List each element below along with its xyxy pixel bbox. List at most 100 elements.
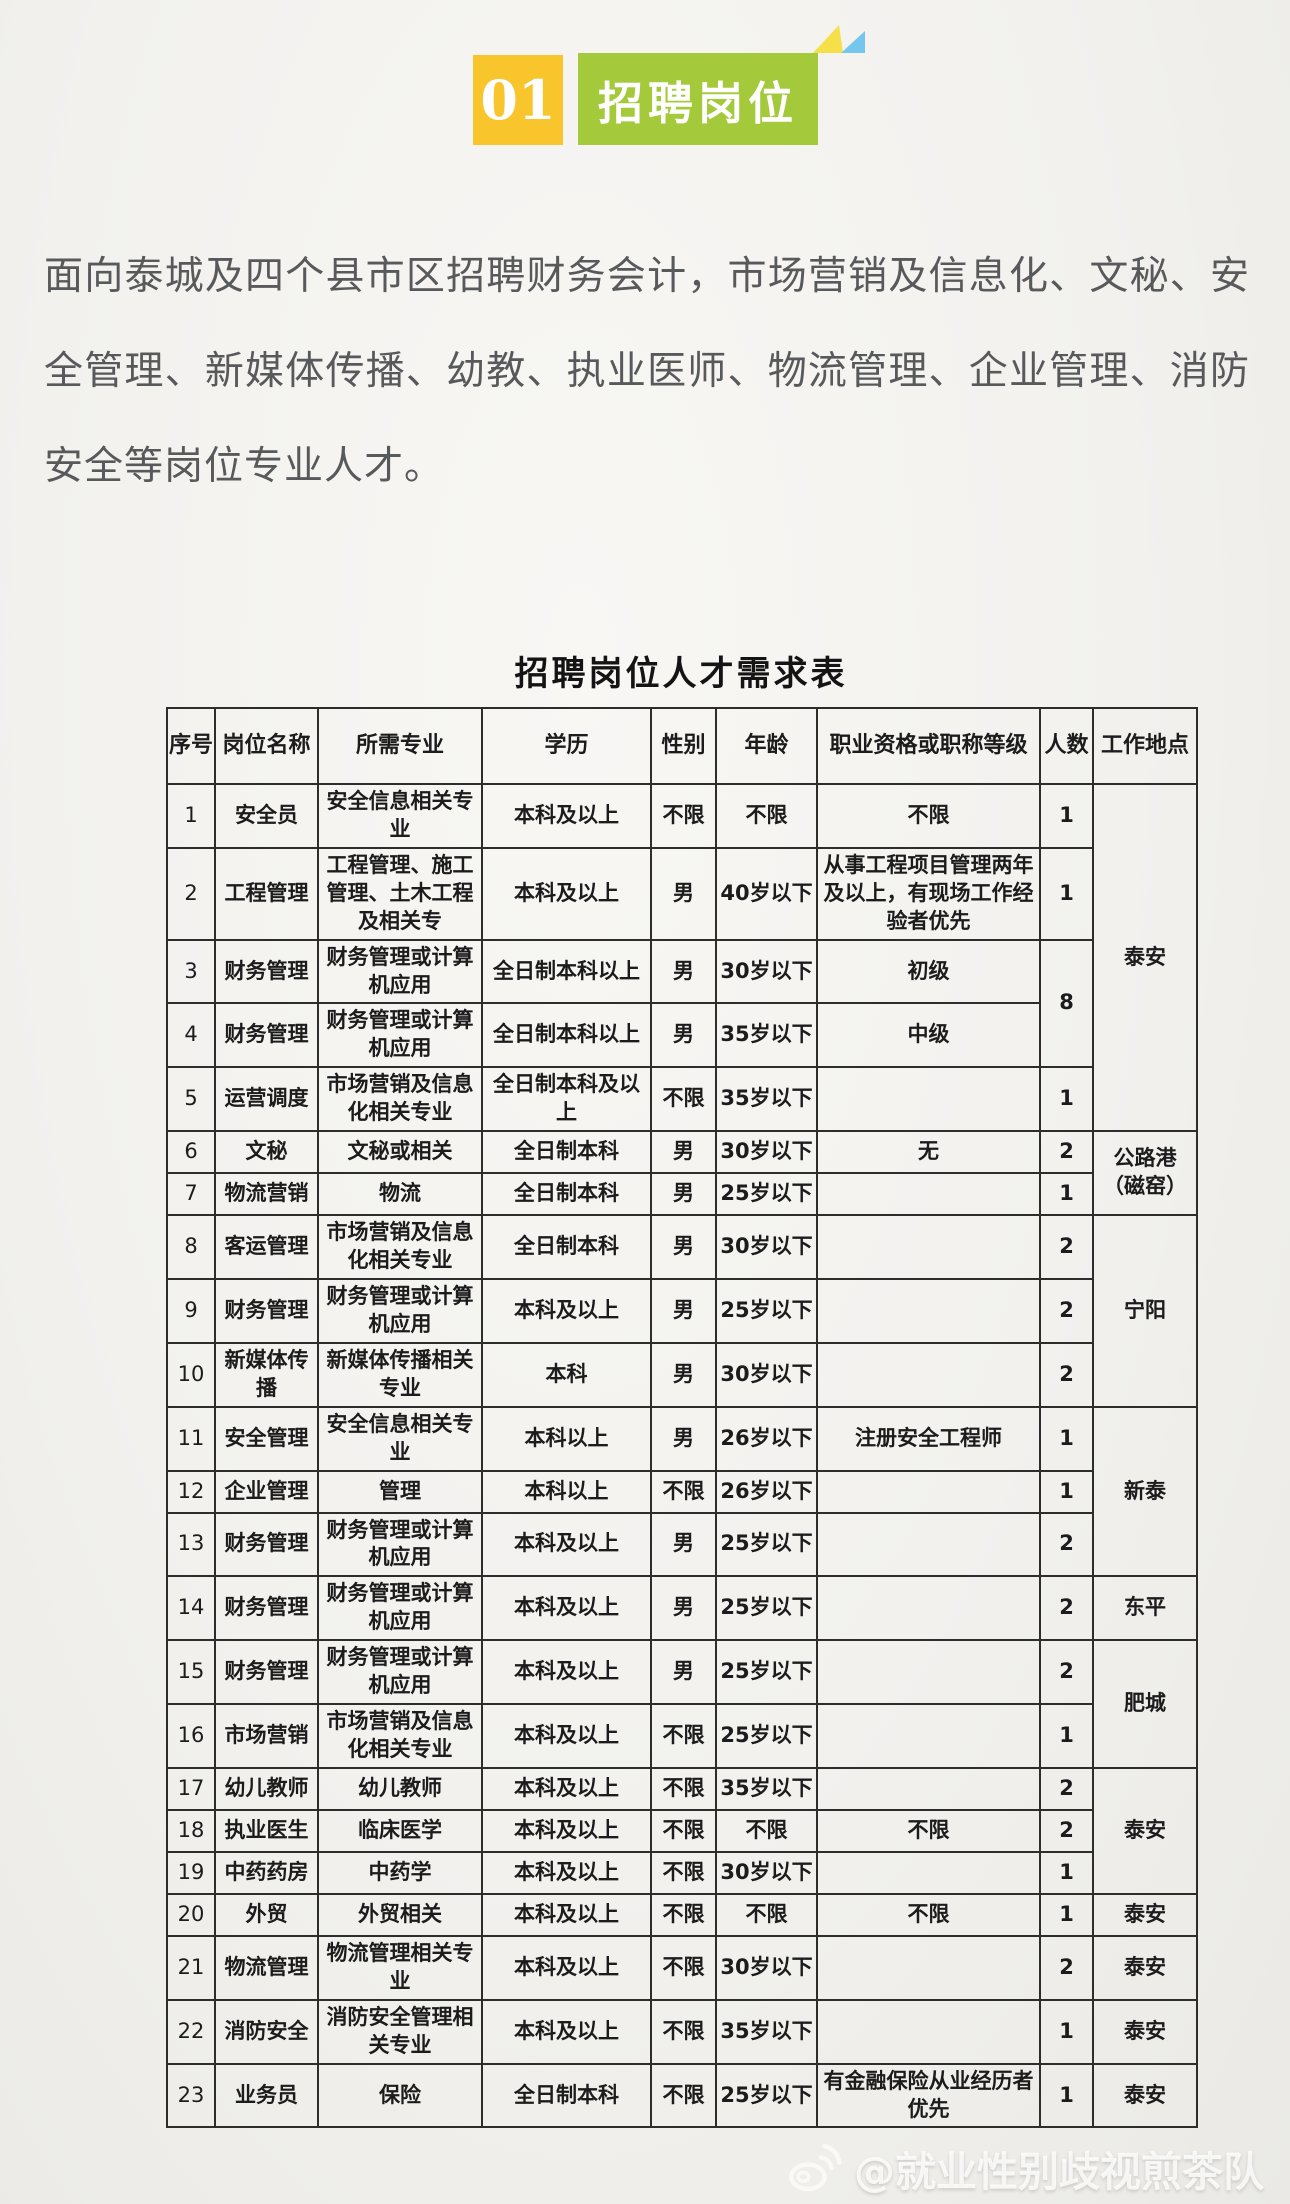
cell-job: 企业管理 [214,1469,319,1514]
cell-no: 9 [166,1277,216,1344]
table-row: 9 财务管理 财务管理或计算机应用 本科及以上男 25岁以下 2 [166,1277,1197,1344]
cell-no: 7 [166,1172,216,1217]
cell-no: 10 [166,1341,216,1408]
table-row: 21 物流管理 物流管理相关专业 本科及以上 不限 30岁以下 2 泰安 [166,1934,1198,2001]
cell-age: 30岁以下 [715,1934,818,2001]
cell-location: 泰安 [1092,782,1198,1133]
cell-degree: 本科及以上 [481,1639,652,1706]
cell-no: 21 [166,1934,216,2001]
cell-count: 2 [1039,1277,1094,1344]
cell-age: 30岁以下 [715,1850,818,1895]
cell-major: 新媒体传播相关专业 [317,1341,483,1408]
table-row: 19 中药药房 中药学 本科及以上 不限 30岁以下 1 [166,1850,1197,1895]
cell-age: 不限 [715,783,818,849]
cell-degree: 全日制本科 [481,1214,652,1280]
cell-location: 泰安 [1092,1766,1198,1895]
cell-count: 2 [1039,1766,1094,1811]
cell-major: 工程管理、施工管理、土木工程及相关专 [317,846,483,941]
section-number: 01 [480,68,556,132]
intro-paragraph: 面向泰城及四个县市区招聘财务会计，市场营销及信息化、文秘、安全管理、新媒体传播、… [44,254,1250,489]
table-row: 6 文秘 文秘或相关 全日制本科男 30岁以下无 2 公路港（磁窑） [166,1130,1198,1217]
cell-degree: 全日制本科 [481,2062,652,2129]
cell-major: 中药学 [317,1850,483,1895]
cell-no: 8 [166,1214,216,1280]
cell-gender: 男 [650,1405,717,1472]
cell-major: 临床医学 [317,1808,483,1853]
cell-no: 11 [166,1405,216,1472]
cell-job: 市场营销 [214,1703,319,1769]
cell-job: 物流管理 [214,1934,319,2001]
cell-age: 25岁以下 [715,1172,818,1217]
cell-count: 1 [1039,1703,1094,1769]
cell-age: 25岁以下 [715,1511,818,1578]
corner-flag-icon [813,25,865,53]
cell-gender: 男 [650,1130,717,1175]
cell-qualification: 不限 [816,1892,1041,1937]
cell-job: 财务管理 [214,1511,319,1578]
table-row: 23 业务员 保险 全日制本科 不限 25岁以下 有金融保险从业经历者优先 1 泰安 [166,2062,1198,2129]
cell-age: 40岁以下 [715,846,818,941]
watermark-text: @就业性别歧视煎茶队 [854,2148,1264,2196]
table-row: 11 安全管理 安全信息相关专业 本科以上男 26岁以下 注册安全工程师 1 新泰 [166,1405,1198,1578]
table-row: 4 财务管理 财务管理或计算机应用 全日制本科以上男 35岁以下 中级 [166,1002,1197,1069]
cell-degree: 本科及以上 [481,846,652,941]
cell-qualification: 有金融保险从业经历者优先 [816,2062,1041,2129]
cell-gender: 不限 [650,1703,717,1769]
cell-location: 宁阳 [1092,1214,1198,1408]
table-row: 17 幼儿教师 幼儿教师 本科及以上 不限 35岁以下 2 泰安 [166,1766,1198,1895]
section-title-badge: 招聘岗位 [578,53,818,145]
cell-location: 公路港（磁窑） [1092,1130,1198,1217]
cell-count: 2 [1039,1639,1094,1706]
cell-age: 不限 [715,1892,818,1937]
section-number-badge: 01 [473,55,563,145]
cell-job: 物流营销 [214,1172,319,1217]
cell-no: 12 [166,1469,216,1514]
cell-major: 管理 [317,1469,483,1514]
column-header-6: 年龄 [715,707,818,785]
cell-gender: 男 [650,1511,717,1578]
cell-no: 18 [166,1808,216,1853]
cell-degree: 本科及以上 [481,1934,652,2001]
table-row: 2 工程管理 工程管理、施工管理、土木工程及相关专 本科及以上男 40岁以下 从事工程项目… [166,846,1197,941]
cell-no: 17 [166,1766,216,1811]
cell-gender: 男 [650,1002,717,1069]
cell-count: 1 [1039,1469,1094,1514]
cell-count: 1 [1039,1172,1094,1217]
cell-age: 25岁以下 [715,2062,818,2129]
column-header-5: 性别 [650,707,717,785]
table-row: 5 运营调度 市场营销及信息化相关专业 全日制本科及以上 不限 35岁以下 1 [166,1066,1197,1133]
cell-gender: 不限 [650,1998,717,2065]
cell-major: 财务管理或计算机应用 [317,938,483,1005]
cell-count: 1 [1039,1850,1094,1895]
cell-qualification: 初级 [816,938,1041,1005]
cell-no: 22 [166,1998,216,2065]
table-row: 10 新媒体传播 新媒体传播相关专业 本科男 30岁以下 2 [166,1341,1197,1408]
cell-no: 19 [166,1850,216,1895]
weibo-icon [789,2143,842,2192]
cell-location: 泰安 [1092,2062,1198,2129]
cell-count: 1 [1039,1066,1094,1133]
cell-major: 幼儿教师 [317,1766,483,1811]
cell-degree: 全日制本科及以上 [481,1066,652,1133]
cell-degree: 全日制本科以上 [481,938,652,1005]
cell-degree: 本科及以上 [481,1511,652,1578]
cell-gender: 男 [650,1172,717,1217]
cell-qualification: 中级 [816,1002,1041,1069]
table-header-row: 序号 岗位名称 所需专业 学历 性别 年龄 职业资格或职称等级 人数 工作地点 [166,707,1198,785]
cell-age: 25岁以下 [715,1277,818,1344]
cell-job: 新媒体传播 [214,1341,319,1408]
cell-count: 1 [1039,846,1094,941]
cell-location: 新泰 [1092,1405,1198,1578]
cell-gender: 不限 [650,1766,717,1811]
cell-location: 泰安 [1092,1892,1198,1937]
cell-no: 20 [166,1892,216,1937]
cell-count: 2 [1039,1130,1094,1175]
table-row: 15 财务管理 财务管理或计算机应用 本科及以上男 25岁以下 2 肥城 [166,1639,1198,1769]
cell-age: 35岁以下 [715,1002,818,1069]
cell-job: 工程管理 [214,846,319,941]
cell-job: 外贸 [214,1892,319,1937]
cell-age: 不限 [715,1808,818,1853]
cell-job: 财务管理 [214,1639,319,1706]
table-row: 22 消防安全 消防安全管理相关专业 本科及以上 不限 35岁以下 1 泰安 [166,1998,1198,2065]
column-header-9: 工作地点 [1092,707,1198,785]
